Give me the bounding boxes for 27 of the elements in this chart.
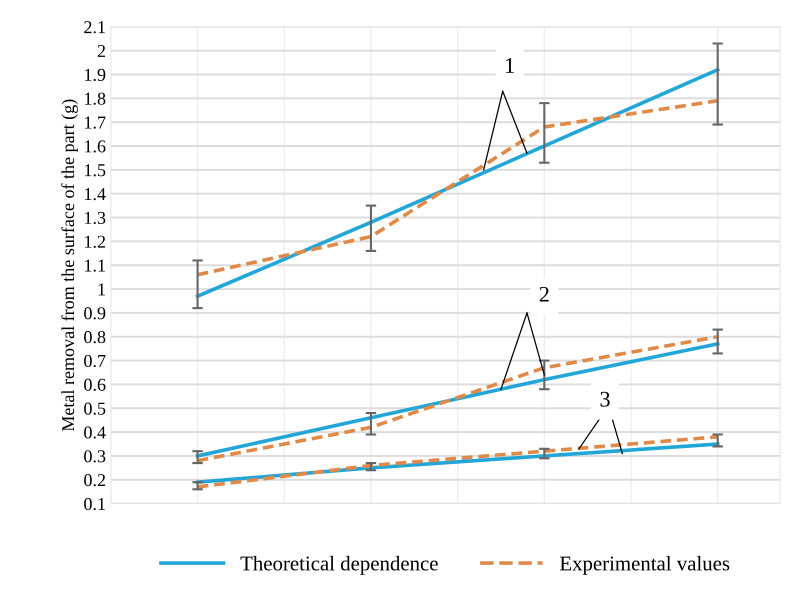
y-tick-label: 0.2	[84, 474, 106, 486]
y-tick-label: 1.6	[85, 140, 106, 153]
y-tick-label: 1.8	[85, 92, 106, 105]
annotation: 2	[540, 286, 549, 302]
y-tick-label: 0.9	[84, 307, 106, 320]
y-tick-label: 1.7	[85, 116, 106, 129]
y-tick-label: 0.5	[84, 402, 106, 415]
y-tick-label: 1.4	[85, 188, 106, 200]
y-tick-label: 0.4	[84, 426, 106, 439]
y-tick-label: 1.2	[85, 236, 106, 248]
y-tick-label: 1	[98, 283, 105, 296]
y-tick-label: 1.1	[85, 260, 105, 272]
y-tick-label: 0.6	[84, 378, 106, 391]
annotation: 1	[506, 58, 514, 73]
legend-label: Theoretical dependence	[240, 556, 438, 575]
y-tick-label: 0.7	[84, 354, 106, 368]
y-tick-label: 1.5	[85, 164, 106, 176]
y-tick-label: 0.1	[84, 498, 105, 510]
y-tick-label: 2.1	[84, 21, 105, 34]
annotation: 3	[600, 392, 610, 407]
legend-label: Experimental values	[560, 556, 730, 575]
y-tick-label: 0.3	[84, 450, 106, 462]
y-tick-label: 1.3	[85, 212, 106, 224]
y-axis-title: Metal removal from the surface of the part (g)	[61, 100, 78, 432]
y-tick-label: 2	[98, 44, 106, 57]
y-tick-label: 0.8	[84, 330, 106, 344]
y-tick-label: 1.9	[85, 68, 106, 82]
